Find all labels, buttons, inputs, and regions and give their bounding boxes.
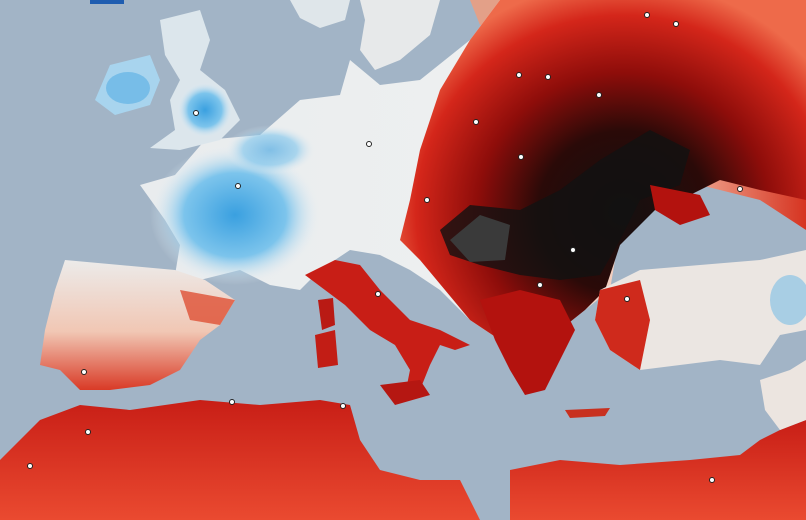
land — [290, 0, 350, 28]
land — [510, 420, 806, 520]
land — [760, 360, 806, 430]
city-marker — [516, 72, 522, 78]
land — [650, 185, 710, 225]
land — [595, 280, 650, 370]
land — [360, 0, 440, 70]
city-marker — [81, 369, 87, 375]
city-marker — [193, 110, 199, 116]
city-marker — [673, 21, 679, 27]
city-marker — [518, 154, 524, 160]
land — [380, 380, 430, 405]
land — [305, 260, 470, 395]
city-marker — [537, 282, 543, 288]
city-marker — [570, 247, 576, 253]
city-markers — [27, 12, 743, 483]
heat-zone — [180, 290, 235, 325]
city-marker — [366, 141, 372, 147]
city-marker — [27, 463, 33, 469]
land — [595, 250, 806, 370]
city-marker — [545, 74, 551, 80]
land — [0, 400, 480, 520]
cold-zone — [225, 125, 315, 175]
land — [315, 330, 338, 368]
land — [318, 298, 335, 330]
city-marker — [737, 186, 743, 192]
city-marker — [424, 197, 430, 203]
heat-core — [450, 215, 510, 262]
city-marker — [340, 403, 346, 409]
city-marker — [644, 12, 650, 18]
cold-zone — [106, 72, 150, 104]
city-marker — [596, 92, 602, 98]
city-marker — [473, 119, 479, 125]
cold-zone — [150, 145, 320, 285]
cold-zone — [770, 275, 806, 325]
land — [565, 408, 610, 418]
logo — [90, 0, 124, 4]
city-marker — [375, 291, 381, 297]
city-marker — [709, 477, 715, 483]
cold-zone — [177, 82, 233, 138]
city-marker — [85, 429, 91, 435]
land — [480, 290, 575, 395]
city-marker — [229, 399, 235, 405]
city-marker — [624, 296, 630, 302]
city-marker — [235, 183, 241, 189]
